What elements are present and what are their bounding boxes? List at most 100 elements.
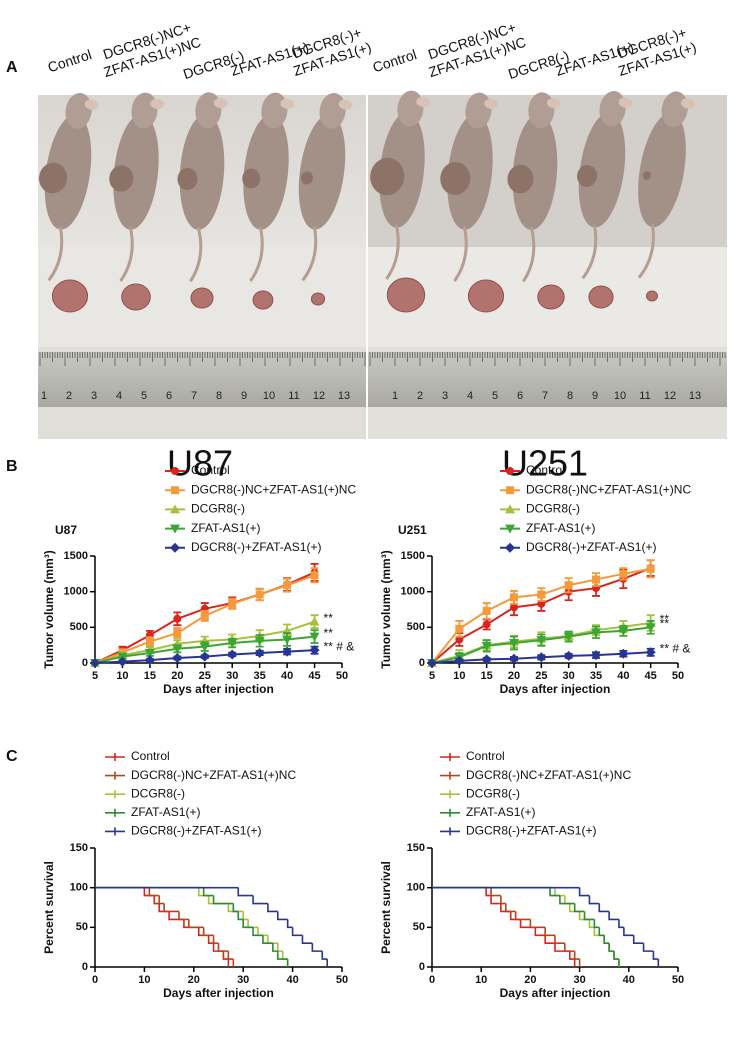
x-tick-label: 30	[573, 974, 585, 986]
mouse	[298, 92, 353, 282]
legend-label: DGCR8(-)NC+ZFAT-AS1(+)NC	[191, 482, 356, 496]
survival-step	[178, 911, 189, 921]
ruler-number: 13	[338, 390, 350, 402]
marker	[254, 648, 265, 659]
marker	[144, 649, 155, 659]
ruler-number: 9	[592, 390, 598, 402]
survival-step	[237, 887, 254, 897]
marker	[506, 486, 514, 495]
mouse-tail	[119, 226, 134, 282]
survival-step	[301, 935, 313, 944]
marker	[505, 524, 515, 534]
survival-step	[267, 903, 278, 913]
survival-step	[608, 911, 619, 921]
survival-step	[286, 919, 293, 929]
mouse-tumor	[642, 171, 651, 180]
survival-step	[276, 911, 288, 921]
marker	[228, 599, 237, 608]
chart-title: U251	[398, 523, 427, 537]
y-tick-label: 150	[70, 842, 88, 854]
survival-step	[148, 887, 160, 897]
ruler-number: 4	[116, 390, 122, 402]
ruler-number: 10	[614, 390, 626, 402]
legend-label: DGCR8(-)+ZFAT-AS1(+)	[526, 540, 656, 554]
ruler-number: 8	[567, 390, 573, 402]
x-tick-label: 10	[475, 974, 487, 986]
marker	[309, 632, 320, 642]
survival-step	[544, 935, 555, 944]
survival-step	[242, 911, 249, 921]
survival-step	[529, 919, 546, 929]
marker	[170, 524, 180, 534]
survival-step	[578, 887, 590, 897]
marker	[481, 654, 492, 665]
marker	[645, 647, 656, 658]
survival-step	[183, 919, 199, 929]
legend-label: DGCR8(-)NC+ZFAT-AS1(+)NC	[466, 768, 631, 782]
survival-step	[583, 911, 595, 921]
marker	[591, 628, 601, 638]
marker	[200, 611, 209, 620]
series-line	[431, 567, 652, 664]
survival-step	[168, 911, 184, 921]
legend-label: ZFAT-AS1(+)	[526, 521, 595, 535]
survival-step	[598, 903, 610, 913]
mouse-tail	[522, 226, 536, 283]
mouse-body	[638, 112, 686, 228]
mouse-ear	[150, 98, 165, 109]
mouse-body	[44, 114, 92, 230]
marker	[563, 650, 574, 661]
y-tick-label: 1000	[401, 586, 425, 598]
legend-label: DGCR8(-)NC+ZFAT-AS1(+)NC	[131, 768, 296, 782]
survival-step	[227, 903, 244, 913]
cell-line-label: U251	[502, 443, 588, 484]
ruler-number: 5	[141, 390, 147, 402]
survival-step	[276, 943, 283, 952]
survival-step	[564, 943, 575, 952]
marker	[427, 658, 437, 668]
survival-step	[500, 895, 506, 905]
y-tick-label: 100	[70, 882, 88, 894]
tumor	[588, 285, 614, 309]
panel-label: A	[6, 59, 18, 76]
group-label: Control	[46, 46, 94, 75]
x-tick-label: 40	[286, 974, 298, 986]
survival-step	[222, 951, 229, 960]
survival-step	[519, 919, 536, 929]
survival-step	[321, 951, 328, 960]
survival-step	[544, 927, 555, 937]
marker	[505, 542, 515, 553]
marker	[90, 658, 100, 668]
ruler-number: 4	[467, 390, 473, 402]
x-tick-label: 10	[138, 974, 150, 986]
mice	[38, 90, 726, 366]
survival-step	[490, 895, 501, 905]
mouse-tail	[301, 226, 318, 282]
mouse-body	[578, 112, 626, 228]
significance-label: **	[660, 612, 670, 626]
mouse	[177, 92, 228, 283]
mouse-head	[319, 92, 346, 129]
x-tick-label: 0	[92, 974, 98, 986]
tumor	[51, 279, 89, 313]
mouse-tail	[453, 226, 468, 282]
marker	[505, 504, 515, 514]
y-tick-label: 50	[413, 921, 425, 933]
y-tick-label: 0	[82, 657, 88, 669]
survival-step	[573, 951, 580, 960]
marker	[619, 569, 628, 578]
y-tick-label: 1000	[64, 586, 88, 598]
ruler-number: 3	[91, 390, 97, 402]
mouse-tail	[249, 226, 264, 282]
mouse	[577, 90, 633, 280]
marker	[482, 620, 491, 629]
mouse-ear	[546, 98, 561, 109]
survival-step	[588, 895, 600, 905]
x-axis-title: Days after injection	[163, 682, 274, 696]
survival-step	[207, 895, 229, 905]
panel-label: C	[6, 748, 18, 765]
survival-step	[559, 895, 575, 905]
group-label: Control	[371, 46, 419, 75]
mouse-tumor	[577, 164, 598, 187]
x-tick-label: 10	[116, 670, 128, 682]
